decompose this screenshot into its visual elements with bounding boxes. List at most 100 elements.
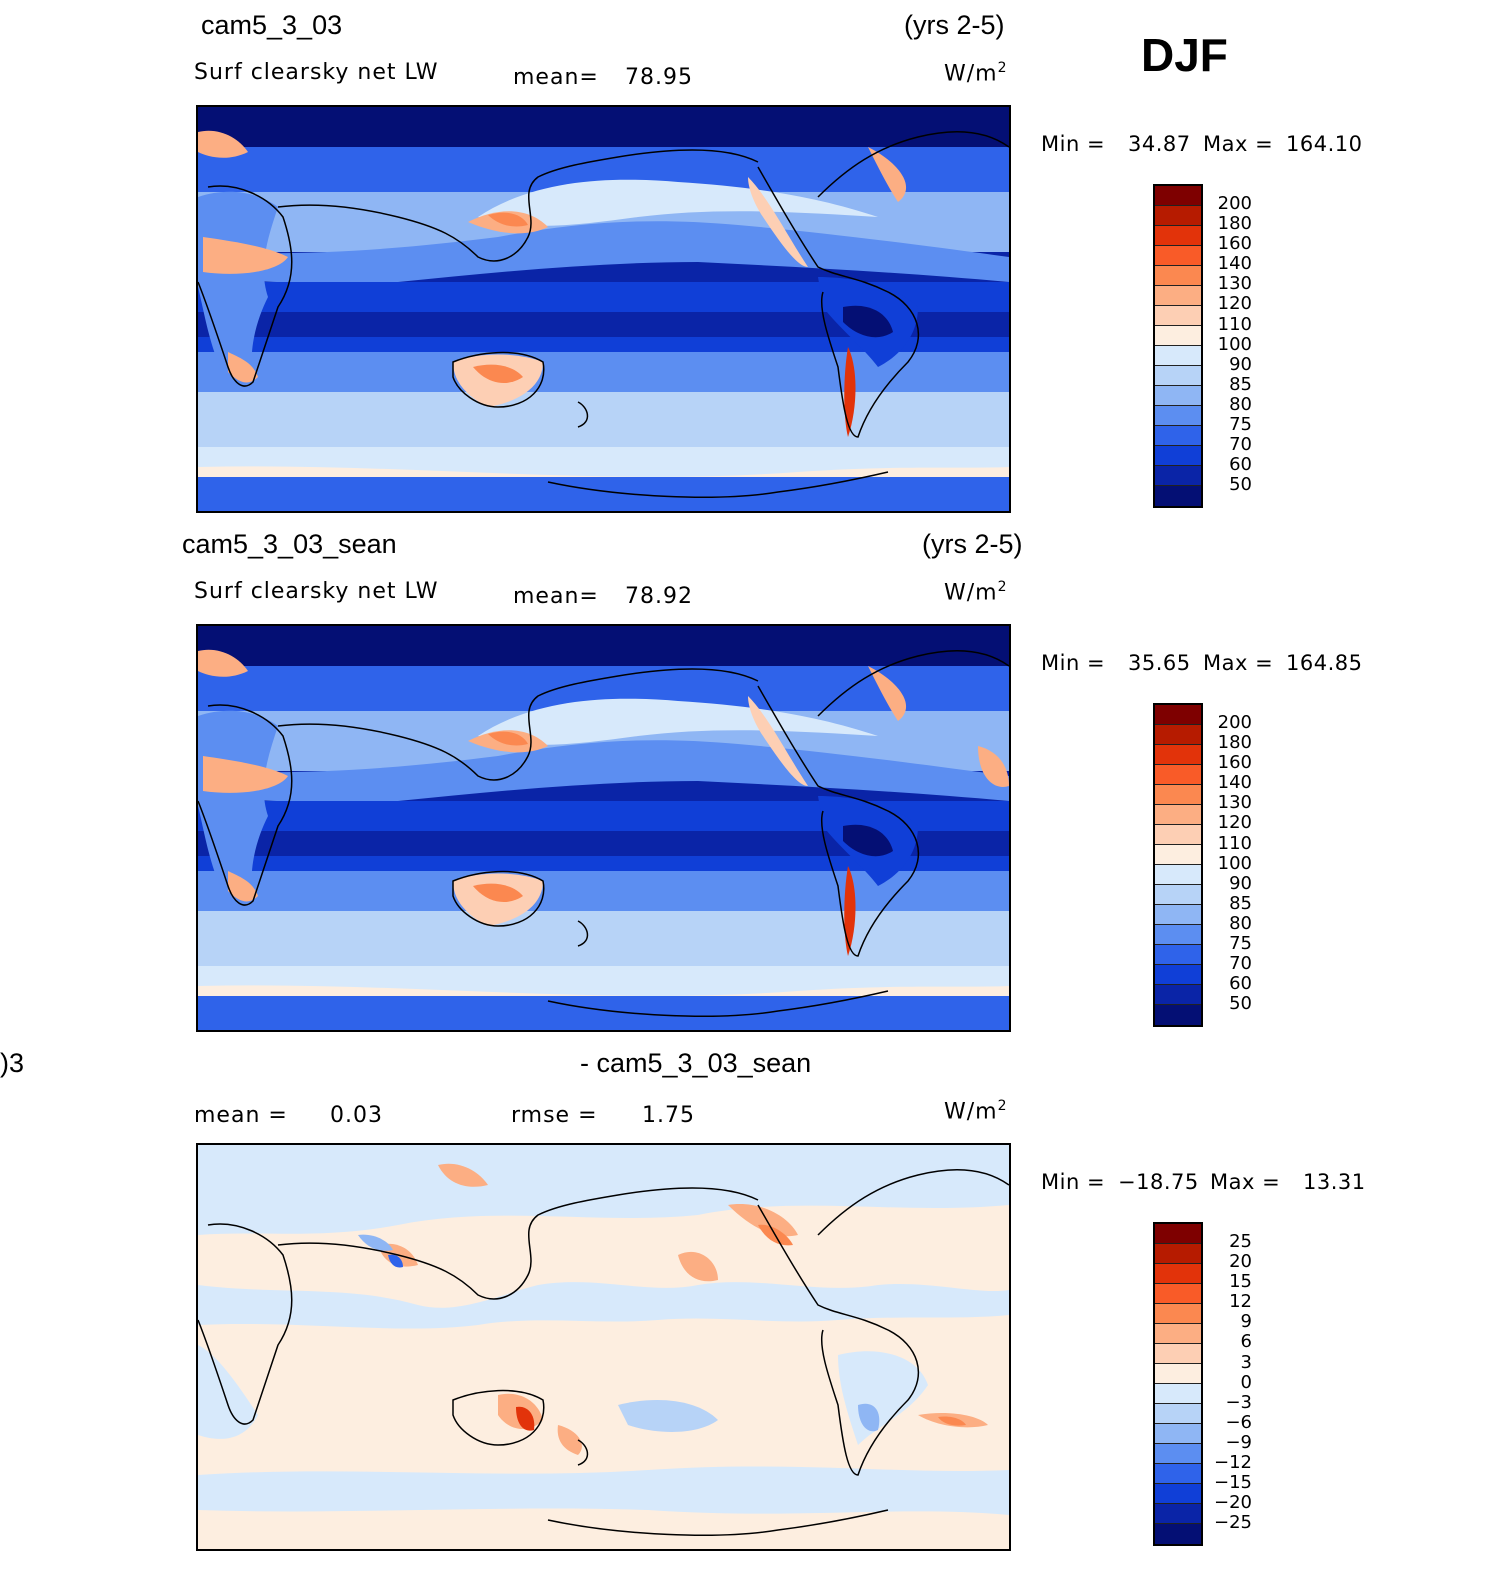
colorbar-tick-label: 90 [1229,872,1252,894]
panel1-years: (yrs 2-5) [904,10,1005,40]
colorbar-tick-label: 200 [1217,712,1252,733]
colorbar-segment [1155,885,1201,905]
colorbar-tick-label: 20 [1229,1251,1252,1273]
colorbar-tick-label: −12 [1214,1452,1252,1474]
panel2-units: W/m2 [944,579,1008,606]
panel3-rmse-value: 1.75 [642,1103,695,1128]
panel1-map [196,105,1011,513]
colorbar-tick-label: 100 [1217,852,1252,874]
colorbar-segment [1155,945,1201,965]
colorbar-segment [1155,246,1201,266]
colorbar-segment [1155,1484,1201,1504]
colorbar-segment [1155,1424,1201,1444]
colorbar-tick-label: −20 [1214,1492,1252,1514]
panel1-colorbar [1153,184,1203,508]
colorbar-tick-label: 6 [1240,1331,1252,1353]
colorbar-segment [1155,705,1201,725]
colorbar-tick-label: 70 [1229,953,1252,975]
panel2-case-name: cam5_3_03_sean [182,529,397,559]
panel3-map [196,1143,1011,1551]
colorbar-tick-label: 100 [1217,333,1252,355]
colorbar-tick-label: 75 [1229,414,1252,436]
colorbar-segment [1155,965,1201,985]
colorbar-segment [1155,925,1201,945]
colorbar-segment [1155,426,1201,446]
colorbar-segment [1155,905,1201,925]
panel3-units: W/m2 [944,1098,1008,1125]
colorbar-tick-label: 12 [1229,1291,1252,1313]
panel2-max-label: Max = [1203,651,1274,675]
colorbar-segment [1155,1324,1201,1344]
colorbar-tick-label: 110 [1217,832,1252,854]
panel3-mean-label: mean = [194,1103,288,1128]
panel2-max-value: 164.85 [1286,651,1363,675]
panel3-min-value: −18.75 [1118,1170,1199,1194]
colorbar-segment [1155,226,1201,246]
colorbar-segment [1155,765,1201,785]
colorbar-tick-label: 120 [1217,293,1252,315]
colorbar-segment [1155,326,1201,346]
colorbar-segment [1155,1264,1201,1284]
colorbar-tick-label: 50 [1229,993,1252,1015]
colorbar-tick-label: 140 [1217,253,1252,275]
colorbar-tick-label: 80 [1229,393,1252,415]
panel1-min-value: 34.87 [1128,132,1191,156]
colorbar-segment [1155,745,1201,765]
colorbar-tick-label: −3 [1225,1391,1252,1413]
colorbar-segment [1155,845,1201,865]
colorbar-segment [1155,785,1201,805]
colorbar-tick-label: 180 [1217,732,1252,754]
panel1-colorbar-ticks: 200 180 160 140 130 120 110 100 90 85 80 75 70 60 50 [1212,193,1252,496]
colorbar-segment [1155,1344,1201,1364]
colorbar-segment [1155,466,1201,486]
panel2-colorbar-ticks: 200 180 160 140 130 120 110 100 90 85 80 75 70 60 50 [1212,712,1252,1015]
panel1-case-name: cam5_3_03 [201,10,343,40]
panel2-variable: Surf clearsky net LW [194,579,439,604]
panel1-max-value: 164.10 [1286,132,1363,156]
colorbar-tick-label: −25 [1214,1512,1252,1534]
colorbar-tick-label: −15 [1214,1472,1252,1494]
colorbar-segment [1155,1384,1201,1404]
colorbar-segment [1155,1284,1201,1304]
colorbar-tick-label: 60 [1229,454,1252,476]
colorbar-tick-label: 80 [1229,912,1252,934]
colorbar-tick-label: 85 [1229,892,1252,914]
colorbar-tick-label: 9 [1240,1311,1252,1333]
colorbar-tick-label: 200 [1217,193,1252,214]
colorbar-segment [1155,1304,1201,1324]
colorbar-tick-label: 160 [1217,233,1252,255]
colorbar-tick-label: 25 [1229,1231,1252,1252]
colorbar-segment [1155,266,1201,286]
colorbar-tick-label: 130 [1217,792,1252,814]
panel3-colorbar [1153,1222,1203,1546]
colorbar-segment [1155,446,1201,466]
panel1-units: W/m2 [944,60,1008,87]
colorbar-tick-label: 0 [1240,1371,1252,1393]
colorbar-tick-label: 15 [1229,1271,1252,1293]
panel3-colorbar-ticks: 25 20 15 12 9 6 3 0 −3 −6 −9 −12 −15 −20 −25 [1212,1231,1252,1534]
colorbar-tick-label: 120 [1217,812,1252,834]
colorbar-tick-label: 90 [1229,353,1252,375]
panel2-min-label: Min = [1041,651,1106,675]
colorbar-segment [1155,1444,1201,1464]
panel3-min-label: Min = [1041,1170,1106,1194]
panel1-max-label: Max = [1203,132,1274,156]
panel1-variable: Surf clearsky net LW [194,60,439,85]
colorbar-segment [1155,386,1201,406]
colorbar-segment [1155,825,1201,845]
colorbar-segment [1155,406,1201,426]
panel2-mean-label: mean= [513,584,599,609]
colorbar-tick-label: 3 [1240,1351,1252,1373]
panel1-mean-value: 78.95 [625,65,693,90]
colorbar-segment [1155,486,1201,506]
colorbar-tick-label: −6 [1225,1411,1252,1433]
colorbar-segment [1155,1404,1201,1424]
colorbar-segment [1155,1244,1201,1264]
colorbar-tick-label: 50 [1229,474,1252,496]
panel2-min-value: 35.65 [1128,651,1191,675]
colorbar-tick-label: 110 [1217,313,1252,335]
colorbar-tick-label: 85 [1229,373,1252,395]
colorbar-segment [1155,1364,1201,1384]
colorbar-tick-label: 60 [1229,973,1252,995]
panel2-years: (yrs 2-5) [922,529,1023,559]
